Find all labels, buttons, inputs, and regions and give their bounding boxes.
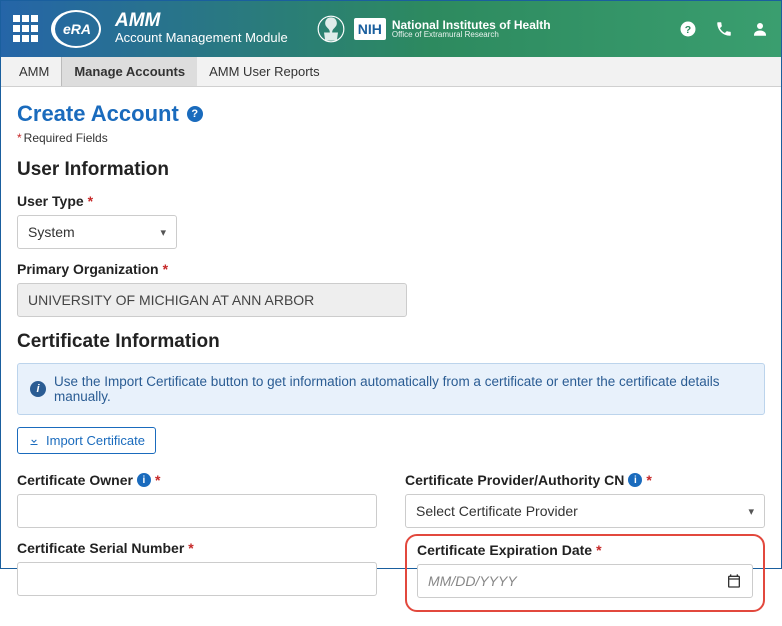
cert-provider-info-icon[interactable]: i [628, 473, 642, 487]
era-logo-text: eRA [63, 21, 91, 37]
primary-org-field: UNIVERSITY OF MICHIGAN AT ANN ARBOR [17, 283, 407, 317]
svg-text:?: ? [685, 24, 691, 36]
cert-provider-value: Select Certificate Provider [416, 503, 578, 519]
tab-manage-accounts[interactable]: Manage Accounts [62, 57, 197, 86]
primary-org-value: UNIVERSITY OF MICHIGAN AT ANN ARBOR [28, 292, 314, 308]
tab-user-reports[interactable]: AMM User Reports [197, 57, 332, 86]
required-fields-label: Required Fields [24, 131, 108, 145]
import-certificate-button[interactable]: Import Certificate [17, 427, 156, 454]
cert-info-heading: Certificate Information [17, 331, 765, 353]
nih-line2: Office of Extramural Research [392, 31, 551, 39]
apps-grid-icon[interactable] [13, 15, 41, 43]
calendar-icon[interactable] [726, 573, 742, 589]
nih-badge: NIH [354, 18, 386, 40]
hhs-logo-icon [316, 14, 346, 44]
cert-info-banner: i Use the Import Certificate button to g… [17, 363, 765, 415]
cert-serial-label: Certificate Serial Number* [17, 540, 377, 556]
expiry-highlight-box: Certificate Expiration Date* MM/DD/YYYY [405, 534, 765, 612]
cert-owner-info-icon[interactable]: i [137, 473, 151, 487]
download-icon [28, 435, 40, 447]
app-title-block: AMM Account Management Module [115, 11, 288, 47]
app-header: eRA AMM Account Management Module NIH Na… [1, 1, 781, 57]
page-title-text: Create Account [17, 101, 179, 127]
user-type-label: User Type* [17, 193, 765, 209]
header-actions: ? [679, 20, 769, 38]
cert-expiry-placeholder: MM/DD/YYYY [428, 573, 517, 589]
cert-provider-select[interactable]: Select Certificate Provider ▾ [405, 494, 765, 528]
app-short-name: AMM [115, 11, 288, 30]
cert-owner-input[interactable] [17, 494, 377, 528]
chevron-down-icon: ▾ [160, 226, 166, 239]
cert-expiry-input[interactable]: MM/DD/YYYY [417, 564, 753, 598]
primary-org-label: Primary Organization* [17, 261, 765, 277]
cert-banner-text: Use the Import Certificate button to get… [54, 374, 752, 404]
user-icon[interactable] [751, 20, 769, 38]
cert-provider-label: Certificate Provider/Authority CN i * [405, 472, 765, 488]
user-type-select[interactable]: System ▾ [17, 215, 177, 249]
tab-amm[interactable]: AMM [7, 57, 62, 86]
import-cert-label: Import Certificate [46, 433, 145, 448]
nih-logo-block: NIH National Institutes of Health Office… [354, 18, 551, 40]
era-logo[interactable]: eRA [51, 10, 101, 48]
cert-serial-input[interactable] [17, 562, 377, 596]
phone-icon[interactable] [715, 20, 733, 38]
app-long-name: Account Management Module [115, 30, 288, 47]
required-fields-note: *Required Fields [17, 131, 765, 145]
info-icon: i [30, 381, 46, 397]
page-content: Create Account ? *Required Fields User I… [1, 87, 781, 626]
cert-expiry-label: Certificate Expiration Date* [417, 542, 753, 558]
user-info-heading: User Information [17, 159, 765, 181]
page-help-icon[interactable]: ? [187, 106, 203, 122]
help-icon[interactable]: ? [679, 20, 697, 38]
user-type-value: System [28, 224, 75, 240]
chevron-down-icon: ▾ [748, 505, 754, 518]
cert-owner-label: Certificate Owner i * [17, 472, 377, 488]
nav-tabs: AMM Manage Accounts AMM User Reports [1, 57, 781, 87]
page-title: Create Account ? [17, 101, 765, 127]
